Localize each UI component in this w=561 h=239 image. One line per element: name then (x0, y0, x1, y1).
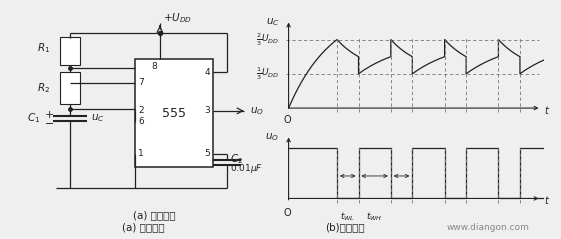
Text: 8: 8 (151, 62, 157, 71)
Text: O: O (283, 208, 291, 218)
Text: 1: 1 (138, 149, 144, 158)
Text: $\frac{2}{3}U_{DD}$: $\frac{2}{3}U_{DD}$ (256, 31, 279, 48)
Text: 555: 555 (162, 107, 186, 120)
Text: 4: 4 (204, 68, 210, 77)
Text: $u_C$: $u_C$ (91, 113, 105, 124)
Text: $0.01\mu F$: $0.01\mu F$ (230, 163, 263, 175)
Text: www.diangon.com: www.diangon.com (447, 223, 530, 232)
Text: $R_1$: $R_1$ (37, 42, 50, 55)
Text: $t_{WH}$: $t_{WH}$ (366, 210, 383, 223)
Text: 6: 6 (138, 117, 144, 126)
Text: $+U_{DD}$: $+U_{DD}$ (163, 11, 192, 25)
Bar (60, 72, 80, 104)
Text: $-$: $-$ (44, 117, 54, 127)
Text: 7: 7 (138, 78, 144, 87)
Text: $t$: $t$ (544, 194, 550, 206)
Text: $u_C$: $u_C$ (265, 16, 279, 28)
Bar (135, 59, 213, 167)
Text: +: + (44, 109, 54, 120)
Text: 3: 3 (204, 106, 210, 115)
Bar (60, 37, 80, 65)
Text: (a) 电路结构: (a) 电路结构 (122, 222, 164, 232)
Text: 2: 2 (138, 106, 144, 115)
Text: $R_2$: $R_2$ (38, 81, 50, 95)
Text: $u_O$: $u_O$ (250, 105, 264, 117)
Text: (a) 电路结构: (a) 电路结构 (133, 211, 176, 221)
Text: $u_O$: $u_O$ (265, 131, 279, 143)
Text: (b)工作波形: (b)工作波形 (325, 222, 365, 232)
Text: $t_{WL}$: $t_{WL}$ (341, 210, 355, 223)
Text: $C_2$: $C_2$ (230, 152, 243, 166)
Text: $t$: $t$ (544, 103, 550, 115)
Text: O: O (283, 115, 291, 125)
Text: $C_1$: $C_1$ (27, 112, 40, 125)
Text: $\frac{1}{3}U_{DD}$: $\frac{1}{3}U_{DD}$ (256, 65, 279, 82)
Text: 5: 5 (204, 149, 210, 158)
